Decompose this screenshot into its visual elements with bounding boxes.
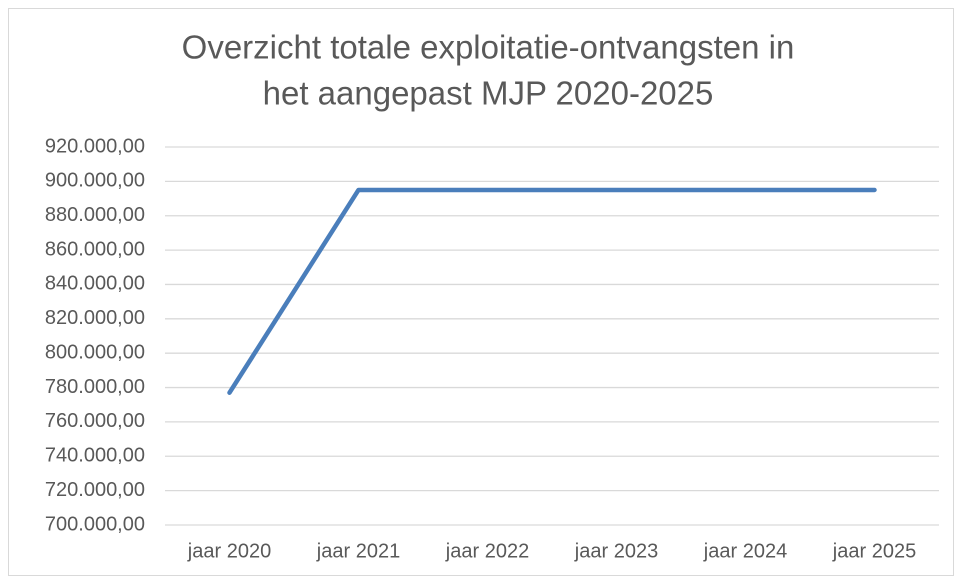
data-line — [227, 187, 877, 395]
y-tick-label: 920.000,00 — [45, 135, 145, 157]
y-tick-label: 800.000,00 — [45, 341, 145, 363]
x-tick-label: jaar 2021 — [316, 540, 400, 562]
x-tick-label: jaar 2022 — [445, 540, 529, 562]
x-tick-label: jaar 2023 — [574, 540, 658, 562]
y-tick-label: 700.000,00 — [45, 513, 145, 535]
y-tick-label: 820.000,00 — [45, 307, 145, 329]
y-tick-label: 840.000,00 — [45, 273, 145, 295]
y-tick-label: 860.000,00 — [45, 238, 145, 260]
x-tick-label: jaar 2024 — [703, 540, 787, 562]
y-tick-label: 760.000,00 — [45, 410, 145, 432]
y-tick-label: 880.000,00 — [45, 204, 145, 226]
y-tick-label: 900.000,00 — [45, 170, 145, 192]
chart-title: het aangepast MJP 2020-2025 — [263, 75, 714, 112]
x-tick-label: jaar 2025 — [832, 540, 916, 562]
y-tick-label: 720.000,00 — [45, 479, 145, 501]
y-tick-label: 740.000,00 — [45, 445, 145, 467]
chart-frame — [8, 8, 954, 576]
y-tick-label: 780.000,00 — [45, 376, 145, 398]
chart-title: Overzicht totale exploitatie-ontvangsten… — [182, 29, 795, 66]
x-tick-label: jaar 2020 — [187, 540, 271, 562]
